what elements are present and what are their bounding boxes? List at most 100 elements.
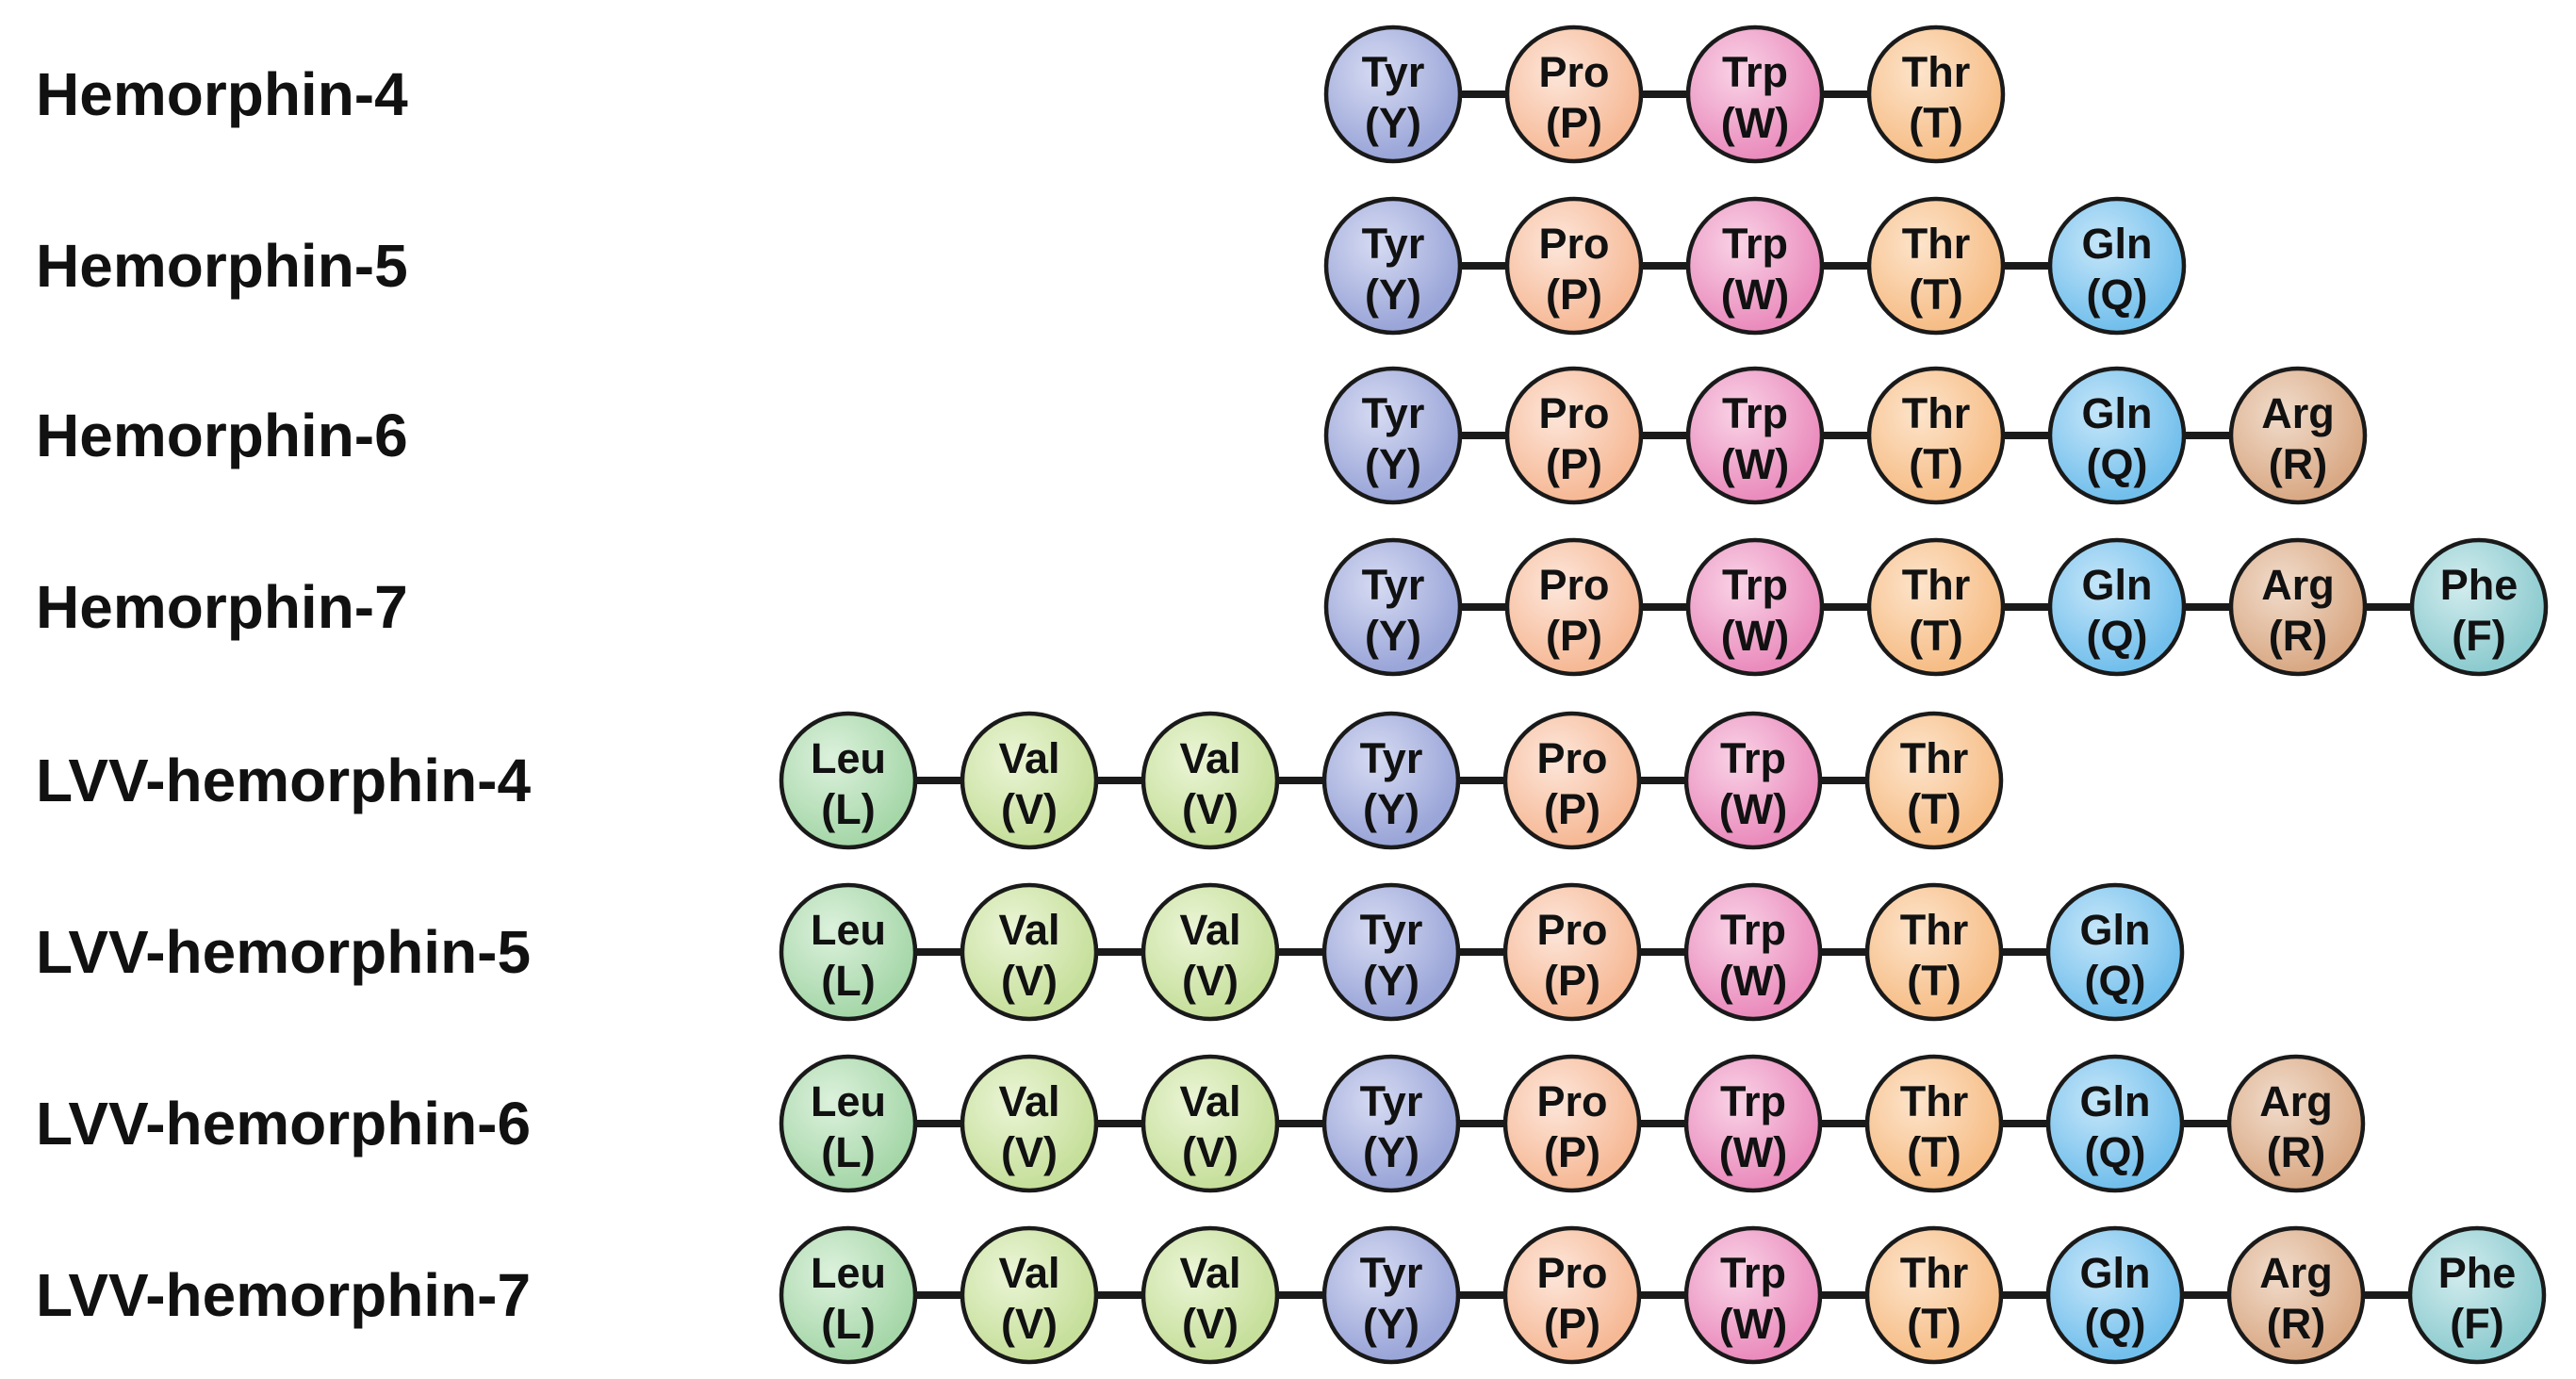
residue-leu: Leu(L) <box>779 1225 918 1365</box>
residue-name: Thr <box>1902 389 1971 437</box>
residue-code: (V) <box>1182 957 1239 1005</box>
residue-name: Arg <box>2261 561 2335 609</box>
residue-code: (Q) <box>2087 612 2148 660</box>
residue-code: (R) <box>2267 1300 2325 1348</box>
residue-thr: Thr(T) <box>1866 366 2006 505</box>
residue-code: (P) <box>1544 785 1600 833</box>
residue-thr: Thr(T) <box>1864 1225 2004 1365</box>
residue-name: Val <box>1179 734 1240 782</box>
peptide-row-hemorphin-5: Hemorphin-5 Tyr(Y) Pro(P) Trp(W) Thr(T) Gln(Q… <box>36 196 2187 336</box>
residue-code: (T) <box>1907 785 1961 833</box>
residue-name: Thr <box>1902 48 1971 96</box>
residue-circle <box>1685 25 1825 164</box>
residue-val: Val(V) <box>960 882 1099 1022</box>
residue-circle <box>1504 537 1644 677</box>
residue-code: (V) <box>1182 1128 1239 1176</box>
residue-circle <box>2045 1225 2185 1365</box>
residue-phe: Phe(F) <box>2409 537 2549 677</box>
residue-code: (F) <box>2452 612 2505 660</box>
peptide-row-lvv-hemorphin-7: LVV-hemorphin-7 Leu(L)Val(V)Val(V)Tyr(Y)P… <box>36 1225 2547 1365</box>
residue-circle <box>1864 1054 2004 1193</box>
residue-name: Leu <box>811 906 886 954</box>
residue-circle <box>1321 711 1461 850</box>
residue-name: Tyr <box>1360 1077 1423 1125</box>
residue-code: (L) <box>821 1300 875 1348</box>
residue-code: (W) <box>1719 785 1787 833</box>
residue-name: Arg <box>2259 1077 2333 1125</box>
residue-circle <box>1323 196 1463 336</box>
residue-pro: Pro(P) <box>1502 1225 1642 1365</box>
residue-thr: Thr(T) <box>1864 882 2004 1022</box>
residue-code: (Y) <box>1363 1300 1419 1348</box>
residue-tyr: Tyr(Y) <box>1321 882 1461 1022</box>
residue-name: Tyr <box>1362 48 1425 96</box>
residue-code: (L) <box>821 785 875 833</box>
residue-name: Val <box>998 734 1059 782</box>
residue-circle <box>1864 882 2004 1022</box>
residue-circle <box>1323 537 1463 677</box>
residue-code: (V) <box>1001 1300 1058 1348</box>
residue-circle <box>2226 1225 2366 1365</box>
residue-pro: Pro(P) <box>1504 537 1644 677</box>
residue-circle <box>1504 196 1644 336</box>
residue-name: Phe <box>2440 561 2519 609</box>
residue-name: Tyr <box>1360 906 1423 954</box>
residue-circle <box>779 1054 918 1193</box>
residue-circle <box>1685 196 1825 336</box>
residue-name: Gln <box>2080 1249 2151 1297</box>
residue-circle <box>2047 537 2187 677</box>
residue-code: (V) <box>1001 957 1058 1005</box>
residue-gln: Gln(Q) <box>2047 366 2187 505</box>
residue-name: Pro <box>1538 389 1609 437</box>
residue-circle <box>2047 196 2187 336</box>
residue-name: Pro <box>1536 1249 1607 1297</box>
residue-name: Tyr <box>1360 1249 1423 1297</box>
residue-circle <box>1323 366 1463 505</box>
residue-circle <box>960 882 1099 1022</box>
residue-trp: Trp(W) <box>1683 1225 1823 1365</box>
residue-code: (Y) <box>1363 785 1419 833</box>
residue-circle <box>1140 882 1280 1022</box>
residue-gln: Gln(Q) <box>2045 1054 2185 1193</box>
residue-code: (W) <box>1719 1300 1787 1348</box>
residue-name: Pro <box>1538 48 1609 96</box>
residue-leu: Leu(L) <box>779 882 918 1022</box>
residue-trp: Trp(W) <box>1683 1054 1823 1193</box>
residue-code: (V) <box>1182 1300 1239 1348</box>
residue-name: Val <box>998 1077 1059 1125</box>
residue-arg: Arg(R) <box>2228 366 2368 505</box>
residue-code: (T) <box>1907 1300 1961 1348</box>
residue-name: Trp <box>1722 220 1788 268</box>
residue-code: (T) <box>1909 440 1962 488</box>
residue-code: (T) <box>1909 271 1962 319</box>
residue-phe: Phe(F) <box>2407 1225 2547 1365</box>
residue-pro: Pro(P) <box>1504 25 1644 164</box>
residue-name: Thr <box>1900 734 1969 782</box>
residue-code: (Q) <box>2087 271 2148 319</box>
peptide-name: Hemorphin-4 <box>36 60 408 128</box>
peptide-name: LVV-hemorphin-7 <box>36 1261 531 1329</box>
residue-code: (P) <box>1544 1300 1600 1348</box>
residue-code: (V) <box>1182 785 1239 833</box>
residue-code: (W) <box>1719 1128 1787 1176</box>
residue-name: Trp <box>1720 906 1786 954</box>
residue-circle <box>1504 25 1644 164</box>
residue-circle <box>1685 366 1825 505</box>
residue-code: (Y) <box>1365 99 1421 147</box>
residue-code: (Y) <box>1363 1128 1419 1176</box>
peptide-name: LVV-hemorphin-6 <box>36 1090 531 1157</box>
residue-gln: Gln(Q) <box>2047 537 2187 677</box>
residue-code: (P) <box>1544 957 1600 1005</box>
residue-name: Tyr <box>1362 561 1425 609</box>
residue-name: Val <box>1179 1077 1240 1125</box>
residue-circle <box>2228 366 2368 505</box>
residue-arg: Arg(R) <box>2228 537 2368 677</box>
residue-code: (W) <box>1721 271 1789 319</box>
residue-thr: Thr(T) <box>1864 1054 2004 1193</box>
residue-pro: Pro(P) <box>1502 711 1642 850</box>
residue-circle <box>1864 711 2004 850</box>
residue-name: Thr <box>1902 220 1971 268</box>
residue-code: (Q) <box>2085 957 2146 1005</box>
residue-circle <box>1321 1225 1461 1365</box>
